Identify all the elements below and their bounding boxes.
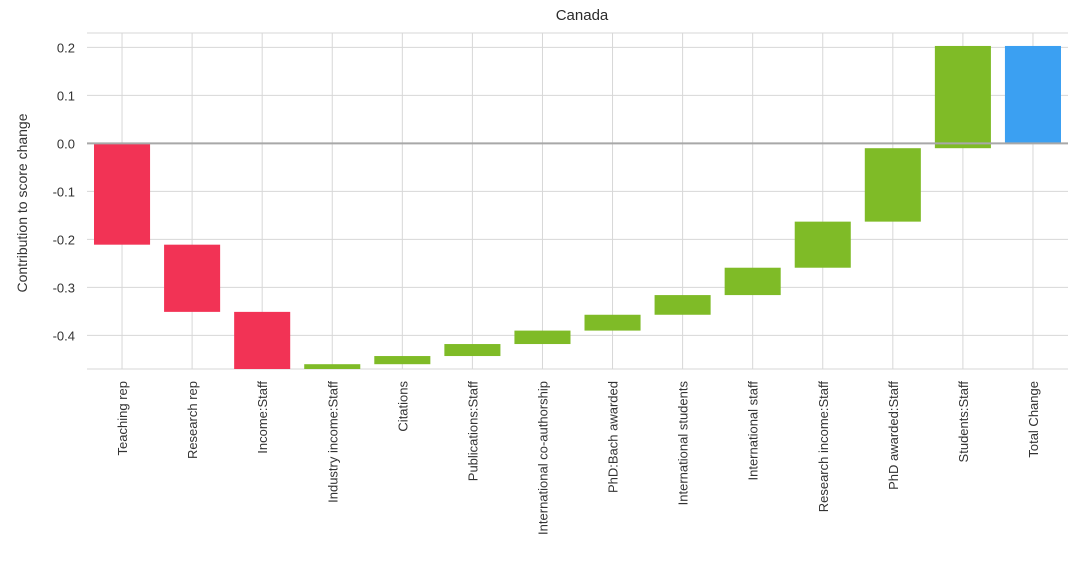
bar-positive <box>654 295 711 315</box>
bar-positive <box>934 45 991 149</box>
x-tick-label: Teaching rep <box>115 381 130 455</box>
x-tick-label: Research rep <box>185 381 200 459</box>
bar-total <box>1004 45 1061 144</box>
bar-negative <box>234 311 291 369</box>
bar-positive <box>514 330 571 345</box>
x-tick-label: Total Change <box>1026 381 1041 458</box>
bar-positive <box>584 314 641 331</box>
y-tick-labels: 0.2 0.1 0.0 -0.1 -0.2 -0.3 -0.4 <box>53 40 75 343</box>
x-tick-label: Publications:Staff <box>465 381 480 482</box>
y-tick-label: 0.2 <box>57 40 75 55</box>
x-tick-label: Citations <box>395 381 410 432</box>
bar-positive <box>444 344 501 357</box>
y-tick-label: -0.2 <box>53 232 75 247</box>
x-tick-label: International staff <box>746 381 761 481</box>
x-tick-label: Research income:Staff <box>816 381 831 513</box>
bar-positive <box>304 364 361 369</box>
bar-positive <box>724 267 781 296</box>
bar-positive <box>374 356 431 365</box>
y-tick-label: 0.0 <box>57 136 75 151</box>
chart-title: Canada <box>556 7 609 24</box>
y-tick-label: -0.4 <box>53 328 75 343</box>
x-tick-label: Industry income:Staff <box>325 381 340 503</box>
y-tick-label: -0.1 <box>53 184 75 199</box>
gridlines <box>87 32 1068 370</box>
x-tick-label: Income:Staff <box>255 381 270 454</box>
y-axis-label: Contribution to score change <box>14 113 30 292</box>
bar-negative <box>94 143 151 245</box>
x-tick-label: Students:Staff <box>956 381 971 463</box>
bars-group <box>94 45 1061 369</box>
x-tick-labels: Teaching rep Research rep Income:Staff Indu… <box>115 381 1041 535</box>
x-tick-label: International co-authorship <box>535 381 550 535</box>
bar-negative <box>164 244 221 312</box>
bar-positive <box>794 221 851 268</box>
x-tick-label: PhD:Bach awarded <box>606 381 621 493</box>
y-tick-label: -0.3 <box>53 280 75 295</box>
x-tick-label: PhD awarded:Staff <box>886 381 901 490</box>
x-tick-label: International students <box>676 381 691 506</box>
bar-positive <box>864 148 921 222</box>
y-tick-label: 0.1 <box>57 88 75 103</box>
